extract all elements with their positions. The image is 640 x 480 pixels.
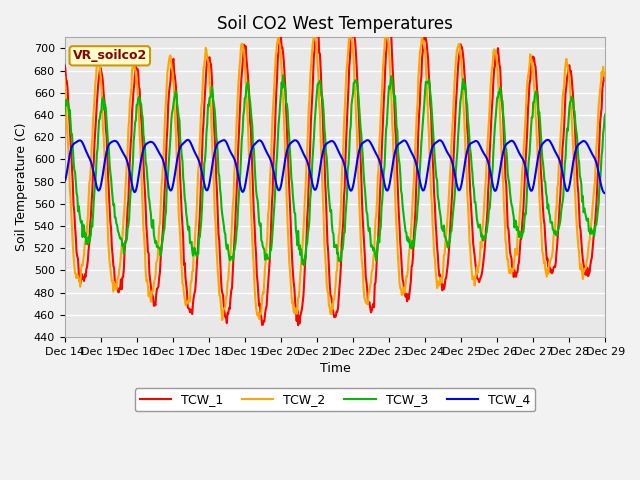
TCW_4 xyxy=(326,138,334,144)
TCW_3 xyxy=(61,112,68,118)
TCW_3 xyxy=(381,164,388,169)
TCW_2 xyxy=(179,283,187,288)
TCW_4 xyxy=(433,140,440,145)
TCW_4 xyxy=(61,179,68,184)
TCW_1 xyxy=(349,24,357,30)
TCW_1 xyxy=(327,294,335,300)
TCW_1 xyxy=(434,253,442,259)
TCW_4 xyxy=(179,141,187,146)
TCW_4 xyxy=(544,137,552,143)
TCW_3 xyxy=(279,72,287,78)
TCW_1 xyxy=(203,64,211,70)
TCW_2 xyxy=(218,317,226,323)
X-axis label: Time: Time xyxy=(319,362,350,375)
TCW_3 xyxy=(554,228,561,234)
Line: TCW_4: TCW_4 xyxy=(65,140,605,193)
TCW_1 xyxy=(602,73,609,79)
Text: VR_soilco2: VR_soilco2 xyxy=(73,49,147,62)
TCW_3 xyxy=(328,223,336,228)
TCW_1 xyxy=(61,62,68,68)
TCW_2 xyxy=(327,311,335,317)
TCW_3 xyxy=(602,111,609,117)
Line: TCW_3: TCW_3 xyxy=(65,75,605,265)
Title: Soil CO2 West Temperatures: Soil CO2 West Temperatures xyxy=(217,15,453,33)
TCW_2 xyxy=(203,48,211,54)
Line: TCW_2: TCW_2 xyxy=(65,32,605,320)
TCW_2 xyxy=(434,278,442,284)
TCW_1 xyxy=(179,236,187,241)
TCW_2 xyxy=(61,74,68,80)
TCW_2 xyxy=(554,185,561,191)
TCW_3 xyxy=(179,175,187,181)
TCW_3 xyxy=(203,129,211,135)
TCW_1 xyxy=(294,323,302,328)
TCW_2 xyxy=(602,76,609,82)
TCW_2 xyxy=(380,53,388,59)
TCW_3 xyxy=(300,263,308,268)
TCW_4 xyxy=(602,191,609,196)
Legend: TCW_1, TCW_2, TCW_3, TCW_4: TCW_1, TCW_2, TCW_3, TCW_4 xyxy=(135,388,535,411)
TCW_1 xyxy=(381,84,388,90)
TCW_3 xyxy=(434,195,442,201)
TCW_4 xyxy=(379,174,387,180)
TCW_4 xyxy=(203,187,211,193)
Y-axis label: Soil Temperature (C): Soil Temperature (C) xyxy=(15,123,28,252)
TCW_1 xyxy=(554,241,561,247)
TCW_4 xyxy=(553,151,561,157)
TCW_2 xyxy=(381,29,389,35)
Line: TCW_1: TCW_1 xyxy=(65,27,605,325)
